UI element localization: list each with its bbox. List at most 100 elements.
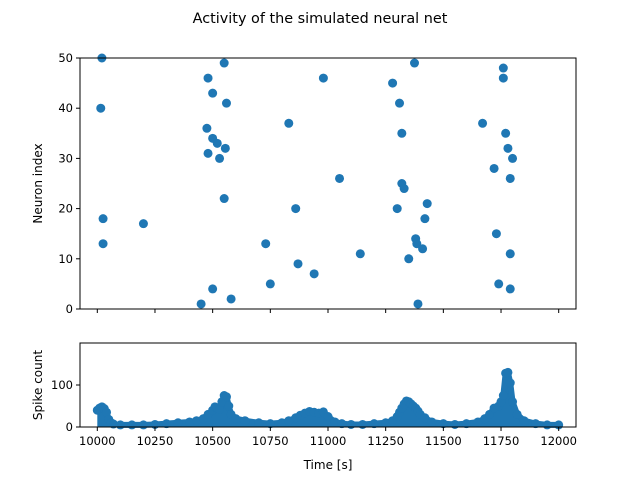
spike-count-point — [138, 420, 148, 430]
spike-count-point — [323, 412, 333, 421]
y-axis-label: Spike count — [31, 350, 45, 420]
spike-count-point — [265, 419, 275, 429]
y-tick-label: 40 — [58, 101, 73, 115]
spike-point — [215, 153, 225, 163]
spike-count-point — [369, 419, 379, 429]
spike-point — [138, 219, 148, 229]
spike-count-point — [505, 378, 515, 388]
spike-count-point — [508, 397, 518, 407]
spike-count-point — [484, 409, 494, 419]
spike-point — [220, 143, 230, 153]
spike-point — [418, 244, 428, 254]
spike-count-point — [473, 417, 483, 427]
spike-point — [293, 259, 303, 269]
y-tick-label: 100 — [51, 378, 73, 392]
spike-point — [501, 128, 511, 138]
x-tick-label: 11500 — [425, 434, 462, 448]
spike-count-point — [102, 407, 112, 417]
spike-point — [96, 103, 106, 113]
spike-point — [208, 284, 218, 294]
x-tick-label: 11250 — [367, 434, 404, 448]
spike-point — [202, 123, 212, 133]
spike-point — [226, 294, 236, 304]
spike-point — [413, 299, 423, 309]
spike-count-point — [358, 419, 368, 429]
spike-count-point — [284, 416, 294, 426]
spike-count-point — [173, 418, 183, 428]
spike-point — [309, 269, 319, 279]
spike-point — [208, 88, 218, 98]
spike-count-point — [224, 401, 234, 411]
spike-point — [355, 249, 365, 259]
y-tick-label: 0 — [66, 302, 73, 316]
spike-point — [98, 239, 108, 249]
spike-point — [494, 279, 504, 289]
x-tick-label: 11000 — [310, 434, 347, 448]
spike-point — [404, 254, 414, 264]
spike-point — [98, 214, 108, 224]
figure-title: Activity of the simulated neural net — [193, 11, 448, 27]
x-axis-label: Time [s] — [303, 458, 353, 472]
y-tick-label: 50 — [58, 51, 73, 65]
spike-point — [265, 279, 275, 289]
spike-count-point — [512, 409, 522, 419]
spike-point — [498, 63, 508, 73]
spike-count-axes: 0 100 10000 10250 10500 10750 11000 11250 11500 1… — [31, 342, 577, 472]
spike-point — [196, 299, 206, 309]
spike-count-point — [531, 419, 541, 429]
x-tick-label: 10750 — [252, 434, 289, 448]
spike-point — [219, 194, 229, 204]
spike-count-point — [381, 418, 391, 428]
spike-count-point — [542, 420, 552, 430]
spike-point — [505, 284, 515, 294]
spike-count-point — [162, 419, 172, 429]
spike-count-point — [108, 419, 118, 429]
spike-count-point — [450, 419, 460, 429]
spike-count-point — [231, 414, 241, 424]
spike-count-point — [215, 404, 225, 414]
spike-point — [498, 73, 508, 83]
spike-count-point — [330, 417, 340, 427]
spike-point — [410, 58, 420, 68]
spike-point — [388, 78, 398, 88]
spike-count-point — [503, 367, 513, 377]
spike-point — [284, 118, 294, 128]
spike-count-point — [427, 417, 437, 427]
spike-count-point — [185, 417, 195, 427]
spike-point — [395, 98, 405, 108]
x-tick-label: 12000 — [540, 434, 577, 448]
spike-point — [221, 98, 231, 108]
spike-count-point — [127, 420, 137, 430]
spike-point — [212, 138, 222, 148]
spike-point — [508, 153, 518, 163]
spike-point — [505, 249, 515, 259]
spike-count-point — [438, 419, 448, 429]
spike-count-point — [519, 416, 529, 426]
spike-count-point — [254, 418, 264, 428]
spike-point — [335, 173, 345, 183]
spike-point — [503, 143, 513, 153]
raster-plot-axes: 0 10 20 30 40 50 Neuron index — [31, 51, 577, 316]
spike-count-point — [420, 413, 430, 423]
spike-point — [219, 58, 229, 68]
y-axis-label: Neuron index — [31, 143, 45, 223]
spike-count-point — [337, 419, 347, 429]
x-tick-label: 10250 — [137, 434, 174, 448]
x-tick-label: 10000 — [79, 434, 116, 448]
spike-count-point — [461, 419, 471, 429]
spike-point — [478, 118, 488, 128]
y-tick-label: 20 — [58, 202, 73, 216]
x-tick-label: 11750 — [483, 434, 520, 448]
spike-point — [318, 73, 328, 83]
spike-point — [399, 184, 409, 194]
x-tick-label: 10500 — [194, 434, 231, 448]
spike-point — [491, 229, 501, 239]
spike-count-point — [346, 419, 356, 429]
spike-count-point — [498, 391, 508, 400]
spike-point — [291, 204, 301, 214]
y-tick-label: 10 — [58, 252, 73, 266]
spike-count-point — [240, 416, 250, 426]
spike-count-point — [115, 420, 125, 430]
spike-point — [420, 214, 430, 224]
